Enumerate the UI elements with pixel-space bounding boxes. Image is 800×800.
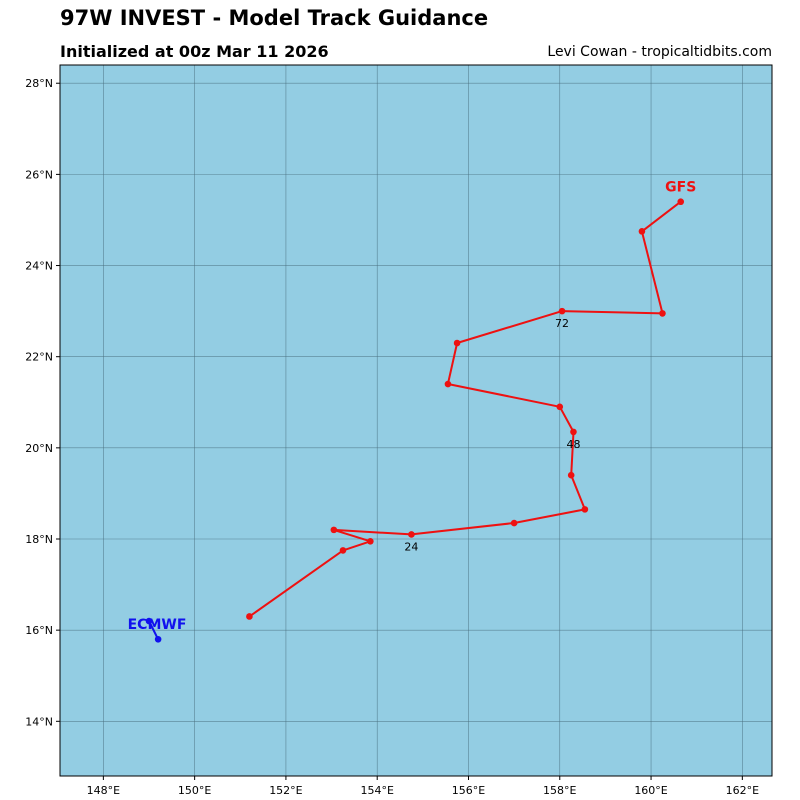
gfs-track-point xyxy=(581,506,589,513)
model-tracks: 24 48 72 GFS ECMWF xyxy=(128,180,696,643)
axis-ticks: 148°E 150°E 152°E 154°E 156°E 158°E 160°E 162°E… xyxy=(25,77,759,797)
forecast-hour-label: 48 xyxy=(566,438,580,451)
forecast-hour-label: 24 xyxy=(404,540,418,553)
lat-tick-label: 16°N xyxy=(25,624,53,637)
lon-tick-label: 162°E xyxy=(726,784,759,797)
lon-tick-label: 158°E xyxy=(543,784,576,797)
gfs-track-point xyxy=(558,307,566,315)
lon-tick-label: 154°E xyxy=(360,784,393,797)
lon-tick-label: 160°E xyxy=(634,784,667,797)
gfs-track-point xyxy=(570,428,577,436)
forecast-hour-label: 72 xyxy=(555,317,569,330)
map-title: 97W INVEST - Model Track Guidance xyxy=(60,6,489,30)
ecmwf-track-point xyxy=(154,635,162,643)
gfs-track-point xyxy=(510,519,518,527)
gfs-track-point xyxy=(638,228,646,235)
ecmwf-track-point xyxy=(145,617,153,625)
lat-tick-label: 26°N xyxy=(25,168,53,181)
gfs-track-point xyxy=(408,531,415,538)
lat-tick-label: 22°N xyxy=(25,351,53,364)
gfs-track-point xyxy=(556,403,564,411)
credit-text: Levi Cowan - tropicaltidbits.com xyxy=(547,44,772,60)
lat-tick-label: 18°N xyxy=(25,533,53,546)
init-time-subtitle: Initialized at 00z Mar 11 2026 xyxy=(60,42,329,61)
gfs-track-point xyxy=(677,198,685,206)
gfs-track-point xyxy=(339,547,347,554)
lon-tick-label: 150°E xyxy=(178,784,211,797)
lon-tick-label: 148°E xyxy=(87,784,120,797)
lat-lon-grid xyxy=(60,65,772,776)
plot-frame xyxy=(59,64,773,777)
ecmwf-track-line xyxy=(148,620,159,640)
gfs-track-line xyxy=(248,200,682,618)
ecmwf-model-label: ECMWF xyxy=(128,617,187,633)
gfs-track-point xyxy=(367,537,374,545)
lat-tick-label: 14°N xyxy=(25,715,53,728)
gfs-track-point xyxy=(567,471,575,479)
gfs-track-point xyxy=(453,339,461,347)
lon-tick-label: 156°E xyxy=(452,784,485,797)
lat-tick-label: 28°N xyxy=(25,77,53,90)
gfs-track-point xyxy=(659,310,666,317)
gfs-track-point xyxy=(246,613,253,620)
gfs-track: 24 48 72 GFS xyxy=(246,180,696,620)
gfs-model-label: GFS xyxy=(665,180,696,196)
ecmwf-track: ECMWF xyxy=(128,617,187,643)
lat-tick-label: 24°N xyxy=(25,260,53,273)
gfs-track-point xyxy=(330,526,338,534)
gfs-track-point xyxy=(444,380,452,388)
ocean-background xyxy=(59,64,773,777)
lon-tick-label: 152°E xyxy=(269,784,302,797)
lat-tick-label: 20°N xyxy=(25,442,53,455)
